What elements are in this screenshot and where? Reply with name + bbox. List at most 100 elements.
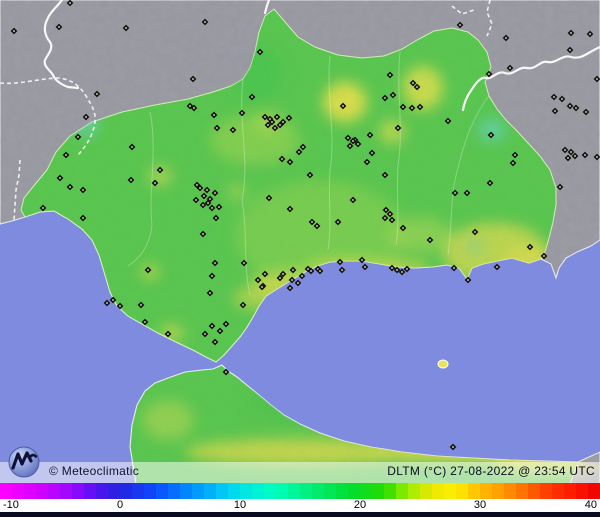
station-marker[interactable] [137,301,145,309]
station-marker[interactable] [409,79,417,87]
station-marker[interactable] [285,114,293,122]
station-marker[interactable] [156,166,164,174]
station-marker[interactable] [349,137,357,145]
station-marker[interactable] [192,196,200,204]
station-marker[interactable] [346,142,354,150]
station-marker[interactable] [144,266,152,274]
station-marker[interactable] [74,133,82,141]
station-marker[interactable] [278,155,286,163]
station-marker[interactable] [304,265,312,273]
station-marker[interactable] [502,34,510,42]
station-marker[interactable] [485,70,493,78]
station-marker[interactable] [316,267,324,275]
station-marker[interactable] [201,330,209,338]
station-marker[interactable] [344,134,352,142]
station-marker[interactable] [268,118,276,126]
station-marker[interactable] [254,276,262,284]
station-marker[interactable] [334,218,342,226]
station-marker[interactable] [416,103,424,111]
station-marker[interactable] [408,104,416,112]
station-marker[interactable] [471,228,479,236]
station-marker[interactable] [286,284,294,292]
station-marker[interactable] [208,322,216,330]
station-marker[interactable] [79,186,87,194]
station-marker[interactable] [450,264,458,272]
station-marker[interactable] [288,276,296,284]
station-marker[interactable] [215,203,223,211]
station-marker[interactable] [486,179,494,187]
station-marker[interactable] [388,216,396,224]
station-marker[interactable] [451,189,459,197]
station-marker[interactable] [261,270,269,278]
station-marker[interactable] [211,338,219,346]
station-marker[interactable] [358,256,366,264]
station-marker[interactable] [295,148,303,156]
station-marker[interactable] [361,263,369,271]
station-marker[interactable] [204,199,212,207]
station-marker[interactable] [449,443,457,451]
station-marker[interactable] [289,266,297,274]
station-marker[interactable] [393,266,401,274]
station-marker[interactable] [258,283,266,291]
station-marker[interactable] [211,189,219,197]
station-marker[interactable] [403,265,411,273]
station-marker[interactable] [56,174,64,182]
station-marker[interactable] [386,71,394,79]
station-marker[interactable] [164,330,172,338]
station-marker[interactable] [349,196,357,204]
station-marker[interactable] [264,121,272,129]
station-marker[interactable] [240,259,248,267]
station-marker[interactable] [464,276,472,284]
station-marker[interactable] [413,83,421,91]
station-marker[interactable] [336,258,344,266]
station-marker[interactable] [386,210,394,218]
station-marker[interactable] [103,299,111,307]
station-marker[interactable] [55,23,63,31]
station-marker[interactable] [279,270,287,278]
station-marker[interactable] [62,151,70,159]
meteoclimatic-wave-logo[interactable] [6,444,42,480]
station-marker[interactable] [399,224,407,232]
station-marker[interactable] [381,171,389,179]
station-marker[interactable] [456,21,464,29]
station-marker[interactable] [256,48,264,56]
station-marker[interactable] [265,194,273,202]
station-marker[interactable] [426,236,434,244]
station-marker[interactable] [299,143,307,151]
station-marker[interactable] [127,176,135,184]
station-marker[interactable] [487,131,495,139]
station-marker[interactable] [394,124,402,132]
station-marker[interactable] [382,206,390,214]
station-marker[interactable] [211,259,219,267]
station-marker[interactable] [298,272,306,280]
station-marker[interactable] [212,214,220,222]
station-marker[interactable] [210,111,218,119]
station-marker[interactable] [79,214,87,222]
station-marker[interactable] [307,267,315,275]
station-marker[interactable] [338,266,346,274]
station-marker[interactable] [39,204,47,212]
station-marker[interactable] [273,113,281,121]
station-marker[interactable] [308,218,316,226]
station-marker[interactable] [208,204,216,212]
station-marker[interactable] [339,102,347,110]
station-marker[interactable] [363,158,371,166]
station-marker[interactable] [199,230,207,238]
station-marker[interactable] [366,131,374,139]
station-marker[interactable] [216,327,224,335]
station-marker[interactable] [141,318,149,326]
station-marker[interactable] [222,320,230,328]
station-marker[interactable] [279,118,287,126]
station-marker[interactable] [189,75,197,83]
station-marker[interactable] [388,264,396,272]
station-marker[interactable] [463,189,471,197]
station-marker[interactable] [10,27,18,35]
station-marker[interactable] [213,124,221,132]
station-marker[interactable] [208,272,216,280]
station-marker[interactable] [222,368,230,376]
station-marker[interactable] [128,143,136,151]
station-marker[interactable] [286,158,294,166]
station-marker[interactable] [200,192,208,200]
station-marker[interactable] [276,274,284,282]
station-marker[interactable] [66,183,74,191]
